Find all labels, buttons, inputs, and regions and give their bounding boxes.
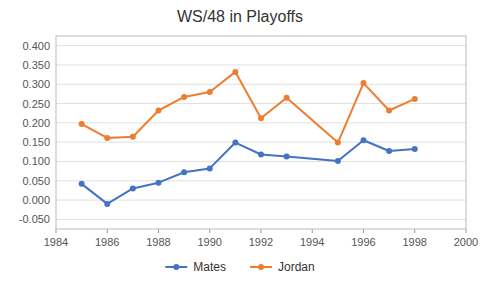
x-tick-label: 1998 xyxy=(403,236,427,248)
y-tick-label: 0.350 xyxy=(22,59,50,71)
point xyxy=(412,146,418,152)
grid xyxy=(56,46,466,220)
point xyxy=(130,185,136,191)
grid-line xyxy=(56,219,466,220)
point xyxy=(181,169,187,175)
point xyxy=(258,152,264,158)
legend-item: Mates xyxy=(165,260,226,274)
point xyxy=(232,140,238,146)
x-tick-label: 1994 xyxy=(300,236,324,248)
y-tick-label: 0.200 xyxy=(22,117,50,129)
x-tick-label: 1986 xyxy=(95,236,119,248)
point xyxy=(130,134,136,140)
x-tick-label: 1984 xyxy=(44,236,68,248)
x-tick-label: 2000 xyxy=(454,236,478,248)
point xyxy=(412,96,418,102)
title: WS/48 in Playoffs xyxy=(177,8,303,25)
y-tick-label: 0.250 xyxy=(22,98,50,110)
chart: WS/48 in Playoffs -0.050 0.000 0.050 0.100 0.… xyxy=(0,0,480,289)
point xyxy=(104,135,110,141)
x-tick xyxy=(414,229,415,233)
x-tick-label: 1988 xyxy=(146,236,170,248)
y-tick-label: 0.300 xyxy=(22,78,50,90)
point xyxy=(386,148,392,154)
point xyxy=(361,137,367,143)
point xyxy=(232,69,238,75)
y-tick-label: -0.050 xyxy=(19,213,50,225)
point xyxy=(104,201,110,207)
point xyxy=(386,107,392,113)
y-tick-label: 0.000 xyxy=(22,194,50,206)
grid-line xyxy=(56,84,466,85)
x-tick-label: 1996 xyxy=(351,236,375,248)
point xyxy=(258,115,264,121)
grid-line xyxy=(56,200,466,201)
legend-marker xyxy=(173,264,179,270)
point xyxy=(284,153,290,159)
x-tick xyxy=(107,229,108,233)
x-tick xyxy=(363,229,364,233)
y-tick-label: 0.400 xyxy=(22,40,50,52)
point xyxy=(156,107,162,113)
x-tick xyxy=(312,229,313,233)
point xyxy=(207,89,213,95)
y-tick-label: 0.100 xyxy=(22,155,50,167)
grid-line xyxy=(56,45,466,46)
series xyxy=(79,137,418,207)
legend: Mates Jordan xyxy=(165,260,314,274)
grid-line xyxy=(56,122,466,123)
x-tick-label: 1992 xyxy=(249,236,273,248)
point xyxy=(207,165,213,171)
grid-line xyxy=(56,180,466,181)
grid-line xyxy=(56,161,466,162)
series-line xyxy=(82,140,415,204)
legend-item: Jordan xyxy=(250,260,315,274)
y-tick-label: 0.150 xyxy=(22,136,50,148)
point xyxy=(335,158,341,164)
x-tick xyxy=(209,229,210,233)
x-tick xyxy=(466,229,467,233)
plot-frame xyxy=(56,36,466,229)
x-tick xyxy=(56,229,57,233)
legend-marker xyxy=(258,264,264,270)
grid-line xyxy=(56,142,466,143)
plot-area xyxy=(79,69,418,207)
x-tick-label: 1990 xyxy=(198,236,222,248)
point xyxy=(335,140,341,146)
legend-label: Mates xyxy=(193,260,226,274)
point xyxy=(79,181,85,187)
series xyxy=(79,69,418,146)
series-line xyxy=(82,72,415,143)
point xyxy=(284,95,290,101)
point xyxy=(156,180,162,186)
y-tick-label: 0.050 xyxy=(22,175,50,187)
x-tick xyxy=(158,229,159,233)
point xyxy=(361,80,367,86)
point xyxy=(79,121,85,127)
legend-label: Jordan xyxy=(278,260,315,274)
grid-line xyxy=(56,64,466,65)
point xyxy=(181,94,187,100)
x-tick xyxy=(261,229,262,233)
